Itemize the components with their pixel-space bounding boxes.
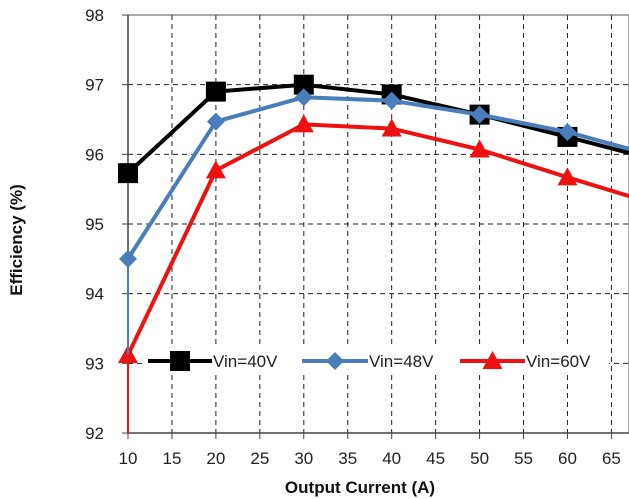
data-point <box>382 91 401 110</box>
data-point <box>294 88 313 107</box>
x-tick-label: 50 <box>470 449 489 468</box>
y-tick-label: 92 <box>85 424 104 443</box>
data-point <box>206 112 225 131</box>
x-tick-label: 35 <box>338 449 357 468</box>
legend-background <box>143 348 609 374</box>
data-point <box>469 139 490 158</box>
data-point <box>470 105 489 124</box>
data-point <box>558 123 577 142</box>
data-point <box>381 118 402 137</box>
data-point <box>293 74 314 95</box>
data-point <box>293 114 314 133</box>
tick-labels: 10 15 20 25 30 35 40 45 50 55 60 65 92 93 94 95 96 97 98 <box>85 6 621 468</box>
data-point <box>557 167 578 186</box>
series-line <box>126 95 629 260</box>
axes <box>122 14 629 439</box>
series-lines <box>118 74 629 433</box>
x-tick-label: 55 <box>514 449 533 468</box>
y-tick-label: 98 <box>85 6 104 25</box>
data-point <box>118 163 138 184</box>
legend-label: Vin=40V <box>213 352 278 371</box>
x-axis-title: Output Current (A) <box>285 478 435 497</box>
x-tick-label: 25 <box>250 449 269 468</box>
legend-label: Vin=48V <box>369 352 434 371</box>
legend-label: Vin=60V <box>526 352 591 371</box>
x-tick-label: 30 <box>294 449 313 468</box>
x-tick-label: 15 <box>162 449 181 468</box>
x-tick-label: 40 <box>382 449 401 468</box>
y-tick-label: 95 <box>85 215 104 234</box>
grid <box>128 15 629 433</box>
data-point <box>205 81 226 102</box>
y-tick-label: 94 <box>85 285 104 304</box>
y-tick-label: 97 <box>85 76 104 95</box>
legend-marker <box>326 352 344 370</box>
x-tick-label: 20 <box>206 449 225 468</box>
legend-marker <box>170 351 190 371</box>
series-line <box>126 122 629 356</box>
x-tick-label: 65 <box>602 449 621 468</box>
y-tick-label: 96 <box>85 145 104 164</box>
legend-marker <box>482 351 503 369</box>
legend: Vin=40V Vin=48V Vin=60V <box>143 348 609 374</box>
x-tick-label: 10 <box>119 449 138 468</box>
x-tick-label: 60 <box>558 449 577 468</box>
y-tick-label: 93 <box>85 354 104 373</box>
y-axis-title: Efficiency (%) <box>7 184 26 295</box>
series-2 <box>119 88 629 268</box>
x-tick-label: 45 <box>426 449 445 468</box>
data-point <box>205 160 226 179</box>
